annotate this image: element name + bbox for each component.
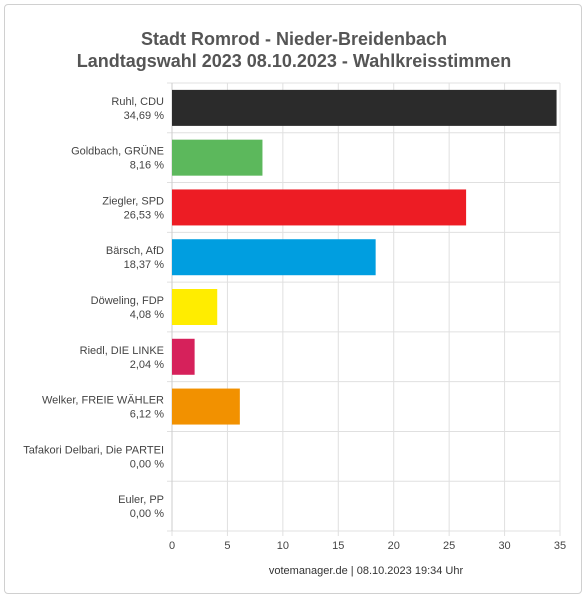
bar	[172, 89, 557, 126]
x-tick-label: 0	[169, 540, 175, 552]
x-tick-label: 20	[388, 540, 400, 552]
chart-footer-source: votemanager.de | 08.10.2023 19:34 Uhr	[268, 565, 464, 577]
x-tick-label: 30	[498, 540, 510, 552]
x-tick-label: 5	[224, 540, 230, 552]
category-label: Ziegler, SPD	[102, 195, 164, 207]
category-label: Goldbach, GRÜNE	[71, 146, 164, 158]
bar	[172, 189, 467, 226]
value-label: 8,16 %	[130, 160, 164, 172]
chart-title-line2: Landtagswahl 2023 08.10.2023 - Wahlkreis…	[76, 51, 512, 71]
category-label: Tafakori Delbari, Die PARTEI	[23, 444, 164, 456]
chart-title-line1: Stadt Romrod - Nieder-Breidenbach	[140, 29, 448, 49]
value-label: 0,00 %	[130, 508, 164, 520]
bar	[172, 289, 218, 325]
x-tick-label: 10	[277, 540, 289, 552]
value-label: 0,00 %	[130, 458, 164, 470]
bar	[172, 388, 240, 425]
category-label: Döweling, FDP	[91, 295, 164, 307]
value-label: 34,69 %	[124, 110, 165, 122]
bar	[172, 338, 195, 375]
category-label: Bärsch, AfD	[106, 245, 164, 257]
value-label: 26,53 %	[124, 209, 165, 221]
value-label: 2,04 %	[130, 359, 164, 371]
bar	[172, 139, 263, 176]
category-label: Ruhl, CDU	[111, 96, 164, 108]
value-label: 4,08 %	[130, 309, 164, 321]
bar	[172, 239, 376, 276]
x-tick-label: 15	[332, 540, 344, 552]
x-tick-label: 25	[443, 540, 455, 552]
value-label: 6,12 %	[130, 409, 164, 421]
x-tick-label: 35	[554, 540, 566, 552]
value-label: 18,37 %	[124, 259, 165, 271]
category-label: Euler, PP	[118, 494, 164, 506]
category-label: Riedl, DIE LINKE	[80, 345, 164, 357]
category-label: Welker, FREIE WÄHLER	[42, 395, 164, 407]
